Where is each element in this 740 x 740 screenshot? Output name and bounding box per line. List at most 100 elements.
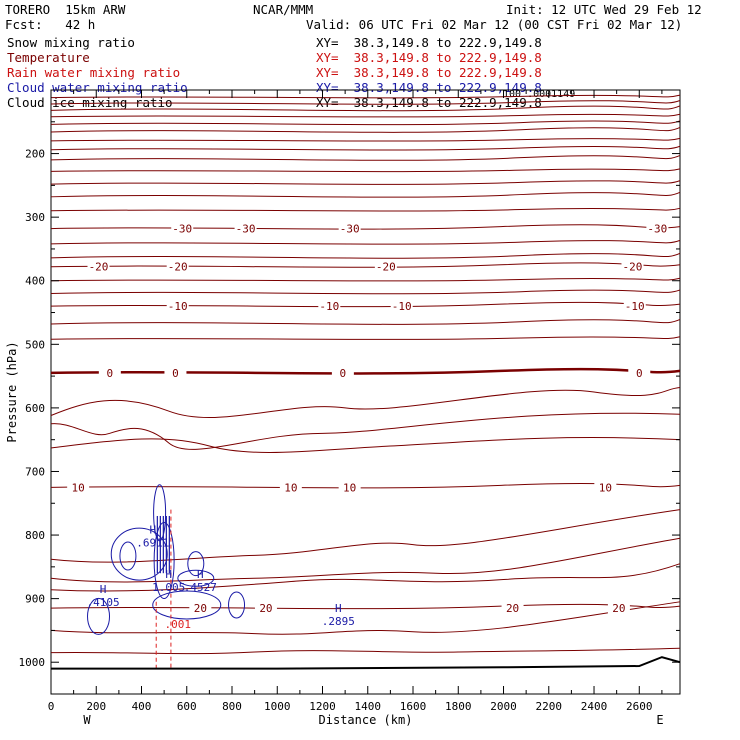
cloud-water-contour [228,591,246,619]
isotherm-line [50,289,681,295]
legend-snow-xy: XY= 38.3,149.8 to 222.9,149.8 [316,35,542,50]
y-tick-label: 200 [25,148,45,161]
isotherm-label: 20 [612,602,625,615]
isotherm-line [50,647,681,655]
isotherm-label-bg [628,365,651,379]
cloud-water-contour [119,541,137,571]
isotherm-line [50,94,681,99]
cloud-water-max-label: .4527 [184,581,217,594]
isotherm--10 [50,301,681,308]
y-tick-label: 700 [25,465,45,478]
isotherm-line [50,100,681,105]
isotherm-line [50,563,681,592]
isotherm-label-bg [646,221,669,235]
x-tick-label: 800 [222,700,242,713]
isotherm-label: 10 [72,481,85,494]
valid-time: Valid: 06 UTC Fri 02 Mar 12 (00 CST Fri … [306,17,683,32]
isotherm-line [50,601,681,635]
isotherm-label-bg [390,299,413,313]
y-tick-label: 900 [25,593,45,606]
cloud-water-max-label: .2895 [322,615,355,628]
isotherm-label: 10 [599,481,612,494]
isotherm-label-bg [166,299,189,313]
isotherm-label: -20 [89,261,109,274]
isotherm-label: 0 [636,367,643,380]
cloud-water-max-label: .4105 [86,596,119,609]
isotherm-label: -20 [376,261,396,274]
x-tick-label: 1400 [355,700,382,713]
isotherm-label-bg [623,299,646,313]
isotherm-line [50,319,681,325]
y-axis-title: Pressure (hPa) [5,341,19,442]
x-tick-label: 1600 [400,700,427,713]
isotherm-label: 10 [284,481,297,494]
isotherm-line [50,168,681,173]
isotherm-label: -30 [647,223,667,236]
x-tick-label: 2000 [490,700,517,713]
isotherm-line [50,105,681,112]
cloud-water-contour [177,569,215,587]
isotherm-label-bg [189,601,212,615]
forecast-hour: Fcst: 42 h [5,17,96,32]
y-tick-label: 400 [25,275,45,288]
cloud-water-max-label: 1.005 [152,581,185,594]
x-tick-label: 0 [48,700,55,713]
y-tick-label: 300 [25,211,45,224]
cloud-water-contour [152,590,222,620]
isotherm-line [50,537,681,583]
x-tick-label: 200 [86,700,106,713]
cloud-water-contour [87,597,111,635]
isotherm-label-bg [621,259,644,273]
x-tick-label: 2200 [536,700,563,713]
isotherm-label: -10 [168,300,188,313]
isotherm-label-bg [171,221,194,235]
isotherm--20 [50,262,681,268]
x-tick-label: 1000 [264,700,291,713]
x-tick-label: 1800 [445,700,472,713]
isotherm-label: 0 [340,367,347,380]
isotherm-line [50,252,681,259]
isotherm-label-bg [67,480,90,494]
isotherm-20 [50,603,681,610]
isotherm-label-bg [166,259,189,273]
isotherm-label: 10 [343,481,356,494]
y-tick-label: 600 [25,402,45,415]
x-tick-label: 600 [177,700,197,713]
isotherm-line [50,145,681,151]
isotherm-label: -30 [172,223,192,236]
cloud-water-max-label: .6911 [136,537,169,550]
center-label: NCAR/MMM [253,2,314,17]
cloud-water-contour [187,551,205,577]
isotherm-line [50,437,681,453]
isotherm-label-bg [254,601,277,615]
isotherm-label: -10 [625,300,645,313]
isotherm-line [50,191,681,198]
legend-rain: Rain water mixing ratio [7,65,181,80]
y-tick-label: 500 [25,338,45,351]
isotherm-label-bg [331,365,354,379]
cloud-water-contour [110,527,168,581]
isotherm-label: -30 [340,223,360,236]
extremum-marker: H [335,602,342,615]
isotherm-label-bg [87,259,110,273]
x-axis-title: Distance (km) [319,713,413,727]
x-tick-label: 2400 [581,700,608,713]
isotherm-label-bg [164,365,187,379]
isotherm-label-bg [98,365,121,379]
isotherm-line [50,277,681,282]
isotherm-label: 20 [194,602,207,615]
model-title: TORERO 15km ARW [5,2,126,17]
isotherm-line [50,154,681,161]
x-tick-label: 1200 [309,700,336,713]
isotherm-line [50,180,681,185]
isotherm-line [50,387,681,418]
east-label: E [656,713,663,727]
isotherm-label-bg [234,221,257,235]
init-time: Init: 12 UTC Wed 29 Feb 12 [506,2,702,17]
isotherm-label: -30 [236,223,256,236]
extremum-marker: H [100,583,107,596]
isotherm-label-bg [318,299,341,313]
isotherm-line [50,127,681,133]
legend-temperature: Temperature [7,50,90,65]
isotherm-line [50,120,681,126]
